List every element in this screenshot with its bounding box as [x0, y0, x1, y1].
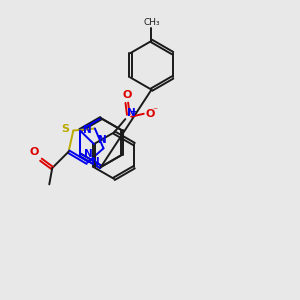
- Text: CH₃: CH₃: [143, 18, 160, 27]
- Text: N: N: [98, 135, 107, 145]
- Text: ⁻: ⁻: [152, 106, 157, 116]
- Text: S: S: [61, 124, 69, 134]
- Text: O: O: [122, 90, 131, 100]
- Text: O: O: [30, 147, 39, 157]
- Text: O: O: [146, 109, 155, 119]
- Text: N: N: [127, 108, 136, 118]
- Text: N: N: [84, 148, 92, 159]
- Text: N: N: [91, 157, 100, 167]
- Text: +: +: [129, 107, 136, 116]
- Text: N: N: [83, 125, 92, 135]
